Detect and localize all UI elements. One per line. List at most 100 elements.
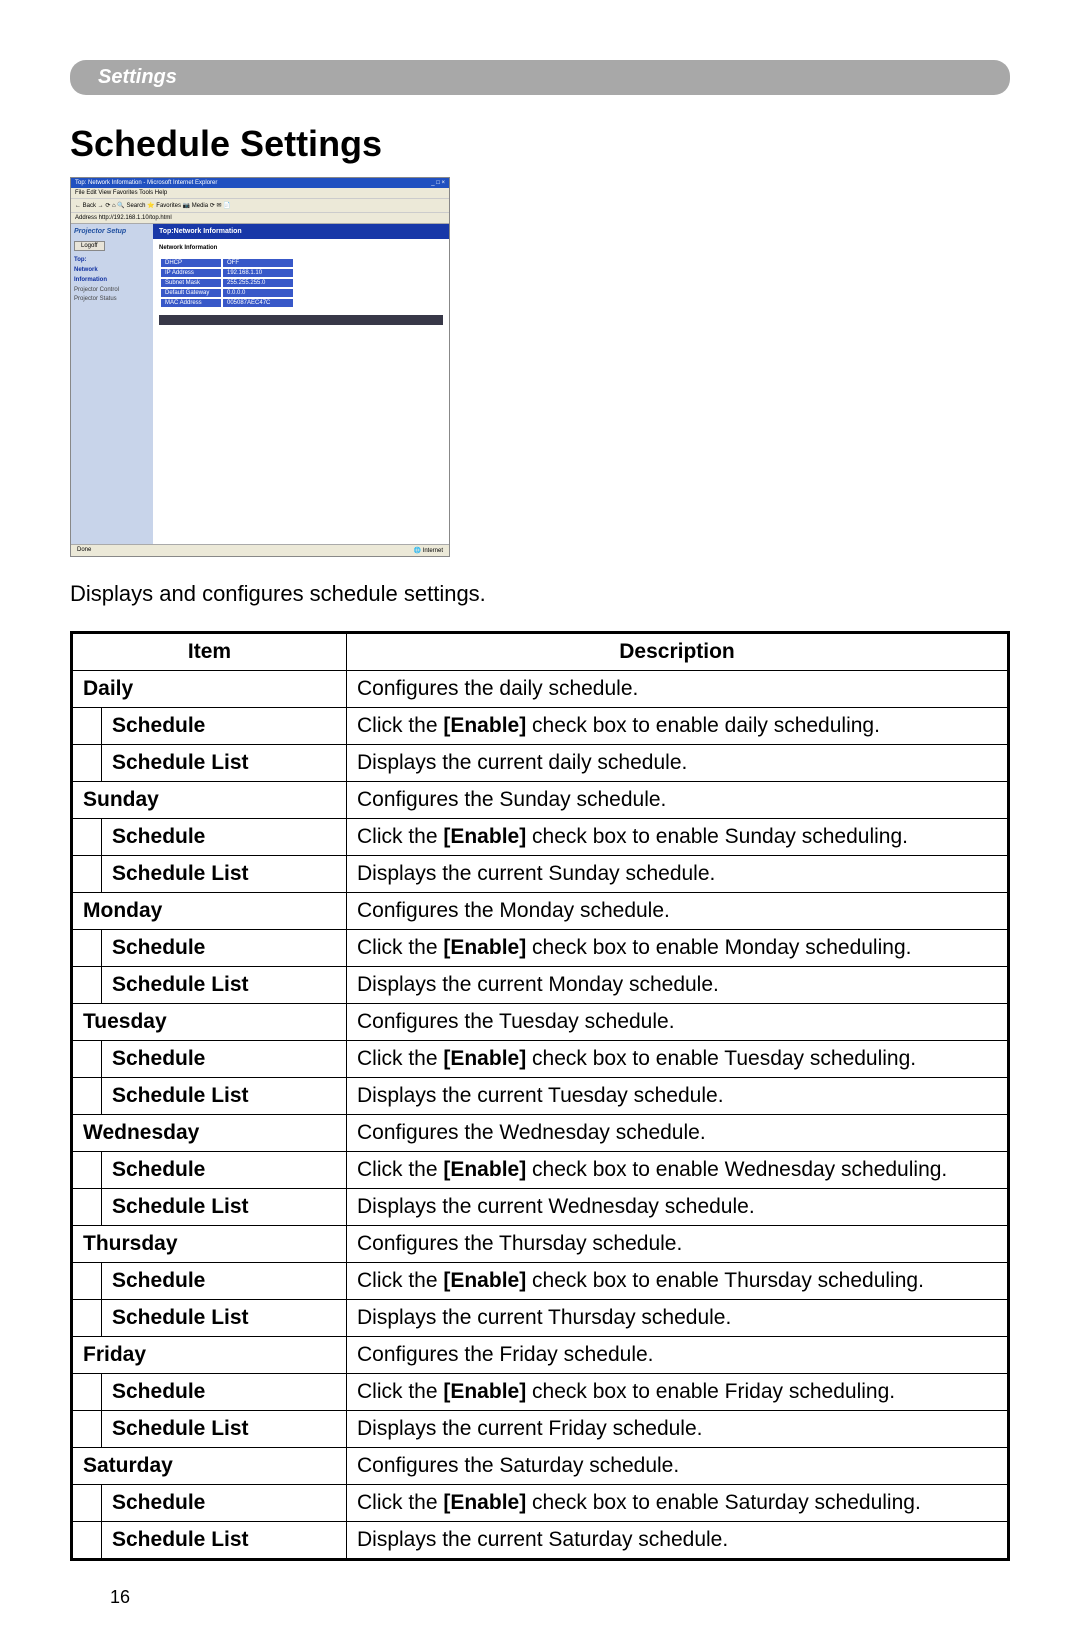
schedule-list-desc-cell: Displays the current Sunday schedule. [347,856,1009,893]
day-desc-cell: Configures the Tuesday schedule. [347,1004,1009,1041]
ss-info-label: Subnet Mask [161,279,221,287]
ss-statusbar: Done 🌐 Internet [71,544,449,556]
indent-cell [72,1152,102,1189]
ss-toolbar: ← Back → ⟳ ⌂ 🔍 Search ⭐ Favorites 📷 Medi… [71,199,449,213]
day-desc-cell: Configures the daily schedule. [347,671,1009,708]
schedule-list-label-cell: Schedule List [102,856,347,893]
schedule-label-cell: Schedule [102,1263,347,1300]
day-name-cell: Tuesday [72,1004,347,1041]
th-description: Description [347,633,1009,671]
ss-main-sub: Network Information [153,239,449,257]
indent-cell [72,1374,102,1411]
indent-cell [72,1522,102,1560]
schedule-label-cell: Schedule [102,930,347,967]
day-name-cell: Sunday [72,782,347,819]
schedule-list-label-cell: Schedule List [102,1078,347,1115]
indent-cell [72,1041,102,1078]
indent-cell [72,1485,102,1522]
ss-titlebar: Top: Network Information - Microsoft Int… [71,178,449,188]
ss-nav-top: Top: [74,257,150,265]
day-name-cell: Monday [72,893,347,930]
ss-logoff-button: Logoff [74,241,105,251]
schedule-desc-cell: Click the [Enable] check box to enable M… [347,930,1009,967]
schedule-list-desc-cell: Displays the current Wednesday schedule. [347,1189,1009,1226]
schedule-desc-cell: Click the [Enable] check box to enable d… [347,708,1009,745]
enable-word: [Enable] [443,825,526,848]
ss-info-value: 255.255.255.0 [223,279,293,287]
schedule-desc-cell: Click the [Enable] check box to enable T… [347,1041,1009,1078]
ss-sidebar: Projector Setup Logoff Top: Network Info… [71,224,153,546]
day-name-cell: Saturday [72,1448,347,1485]
ss-status-right: 🌐 Internet [414,547,443,554]
schedule-list-label-cell: Schedule List [102,1300,347,1337]
day-name-cell: Friday [72,1337,347,1374]
th-item: Item [72,633,347,671]
schedule-list-label-cell: Schedule List [102,1189,347,1226]
schedule-list-label-cell: Schedule List [102,745,347,782]
day-desc-cell: Configures the Saturday schedule. [347,1448,1009,1485]
schedule-list-desc-cell: Displays the current Thursday schedule. [347,1300,1009,1337]
indent-cell [72,930,102,967]
screenshot-preview: Top: Network Information - Microsoft Int… [70,177,450,557]
schedule-desc-cell: Click the [Enable] check box to enable T… [347,1263,1009,1300]
schedule-label-cell: Schedule [102,1152,347,1189]
ss-nav-information: Information [74,277,150,285]
schedule-label-cell: Schedule [102,1041,347,1078]
schedule-list-desc-cell: Displays the current Monday schedule. [347,967,1009,1004]
enable-word: [Enable] [443,1047,526,1070]
day-desc-cell: Configures the Wednesday schedule. [347,1115,1009,1152]
page-title: Schedule Settings [70,123,1010,165]
ss-info-label: MAC Address [161,299,221,307]
ss-info-label: Default Gateway [161,289,221,297]
ss-info-value: OFF [223,259,293,267]
indent-cell [72,708,102,745]
schedule-desc-cell: Click the [Enable] check box to enable S… [347,1485,1009,1522]
schedule-label-cell: Schedule [102,1374,347,1411]
schedule-list-label-cell: Schedule List [102,967,347,1004]
ss-main: Top:Network Information Network Informat… [153,224,449,546]
ss-nav-status: Projector Status [74,296,150,302]
indent-cell [72,1300,102,1337]
ss-main-header: Top:Network Information [153,224,449,239]
day-name-cell: Daily [72,671,347,708]
settings-header-bar: Settings [70,60,1010,95]
ss-info-value: 192.168.1.10 [223,269,293,277]
day-desc-cell: Configures the Friday schedule. [347,1337,1009,1374]
indent-cell [72,1189,102,1226]
ss-nav-control: Projector Control [74,287,150,293]
day-desc-cell: Configures the Thursday schedule. [347,1226,1009,1263]
enable-word: [Enable] [443,1491,526,1514]
schedule-desc-cell: Click the [Enable] check box to enable F… [347,1374,1009,1411]
schedule-list-label-cell: Schedule List [102,1411,347,1448]
schedule-desc-cell: Click the [Enable] check box to enable S… [347,819,1009,856]
ss-info-value: 0.0.0.0 [223,289,293,297]
schedule-label-cell: Schedule [102,708,347,745]
ss-info-table: DHCPOFFIP Address192.168.1.10Subnet Mask… [159,257,295,309]
ss-addressbar: Address http://192.168.1.10/top.html [71,213,449,224]
day-name-cell: Wednesday [72,1115,347,1152]
settings-header-text: Settings [98,66,177,88]
ss-window-controls: _ □ × [431,180,445,186]
schedule-list-label-cell: Schedule List [102,1522,347,1560]
ss-nav-network: Network [74,267,150,275]
schedule-list-desc-cell: Displays the current Friday schedule. [347,1411,1009,1448]
day-desc-cell: Configures the Monday schedule. [347,893,1009,930]
enable-word: [Enable] [443,714,526,737]
indent-cell [72,967,102,1004]
schedule-list-desc-cell: Displays the current daily schedule. [347,745,1009,782]
indent-cell [72,819,102,856]
indent-cell [72,745,102,782]
page-number: 16 [110,1587,1010,1608]
schedule-list-desc-cell: Displays the current Saturday schedule. [347,1522,1009,1560]
schedule-list-desc-cell: Displays the current Tuesday schedule. [347,1078,1009,1115]
schedule-label-cell: Schedule [102,819,347,856]
ss-info-label: IP Address [161,269,221,277]
indent-cell [72,1411,102,1448]
day-desc-cell: Configures the Sunday schedule. [347,782,1009,819]
schedule-table: Item Description DailyConfigures the dai… [70,631,1010,1561]
schedule-desc-cell: Click the [Enable] check box to enable W… [347,1152,1009,1189]
indent-cell [72,1078,102,1115]
indent-cell [72,1263,102,1300]
schedule-label-cell: Schedule [102,1485,347,1522]
ss-info-label: DHCP [161,259,221,267]
